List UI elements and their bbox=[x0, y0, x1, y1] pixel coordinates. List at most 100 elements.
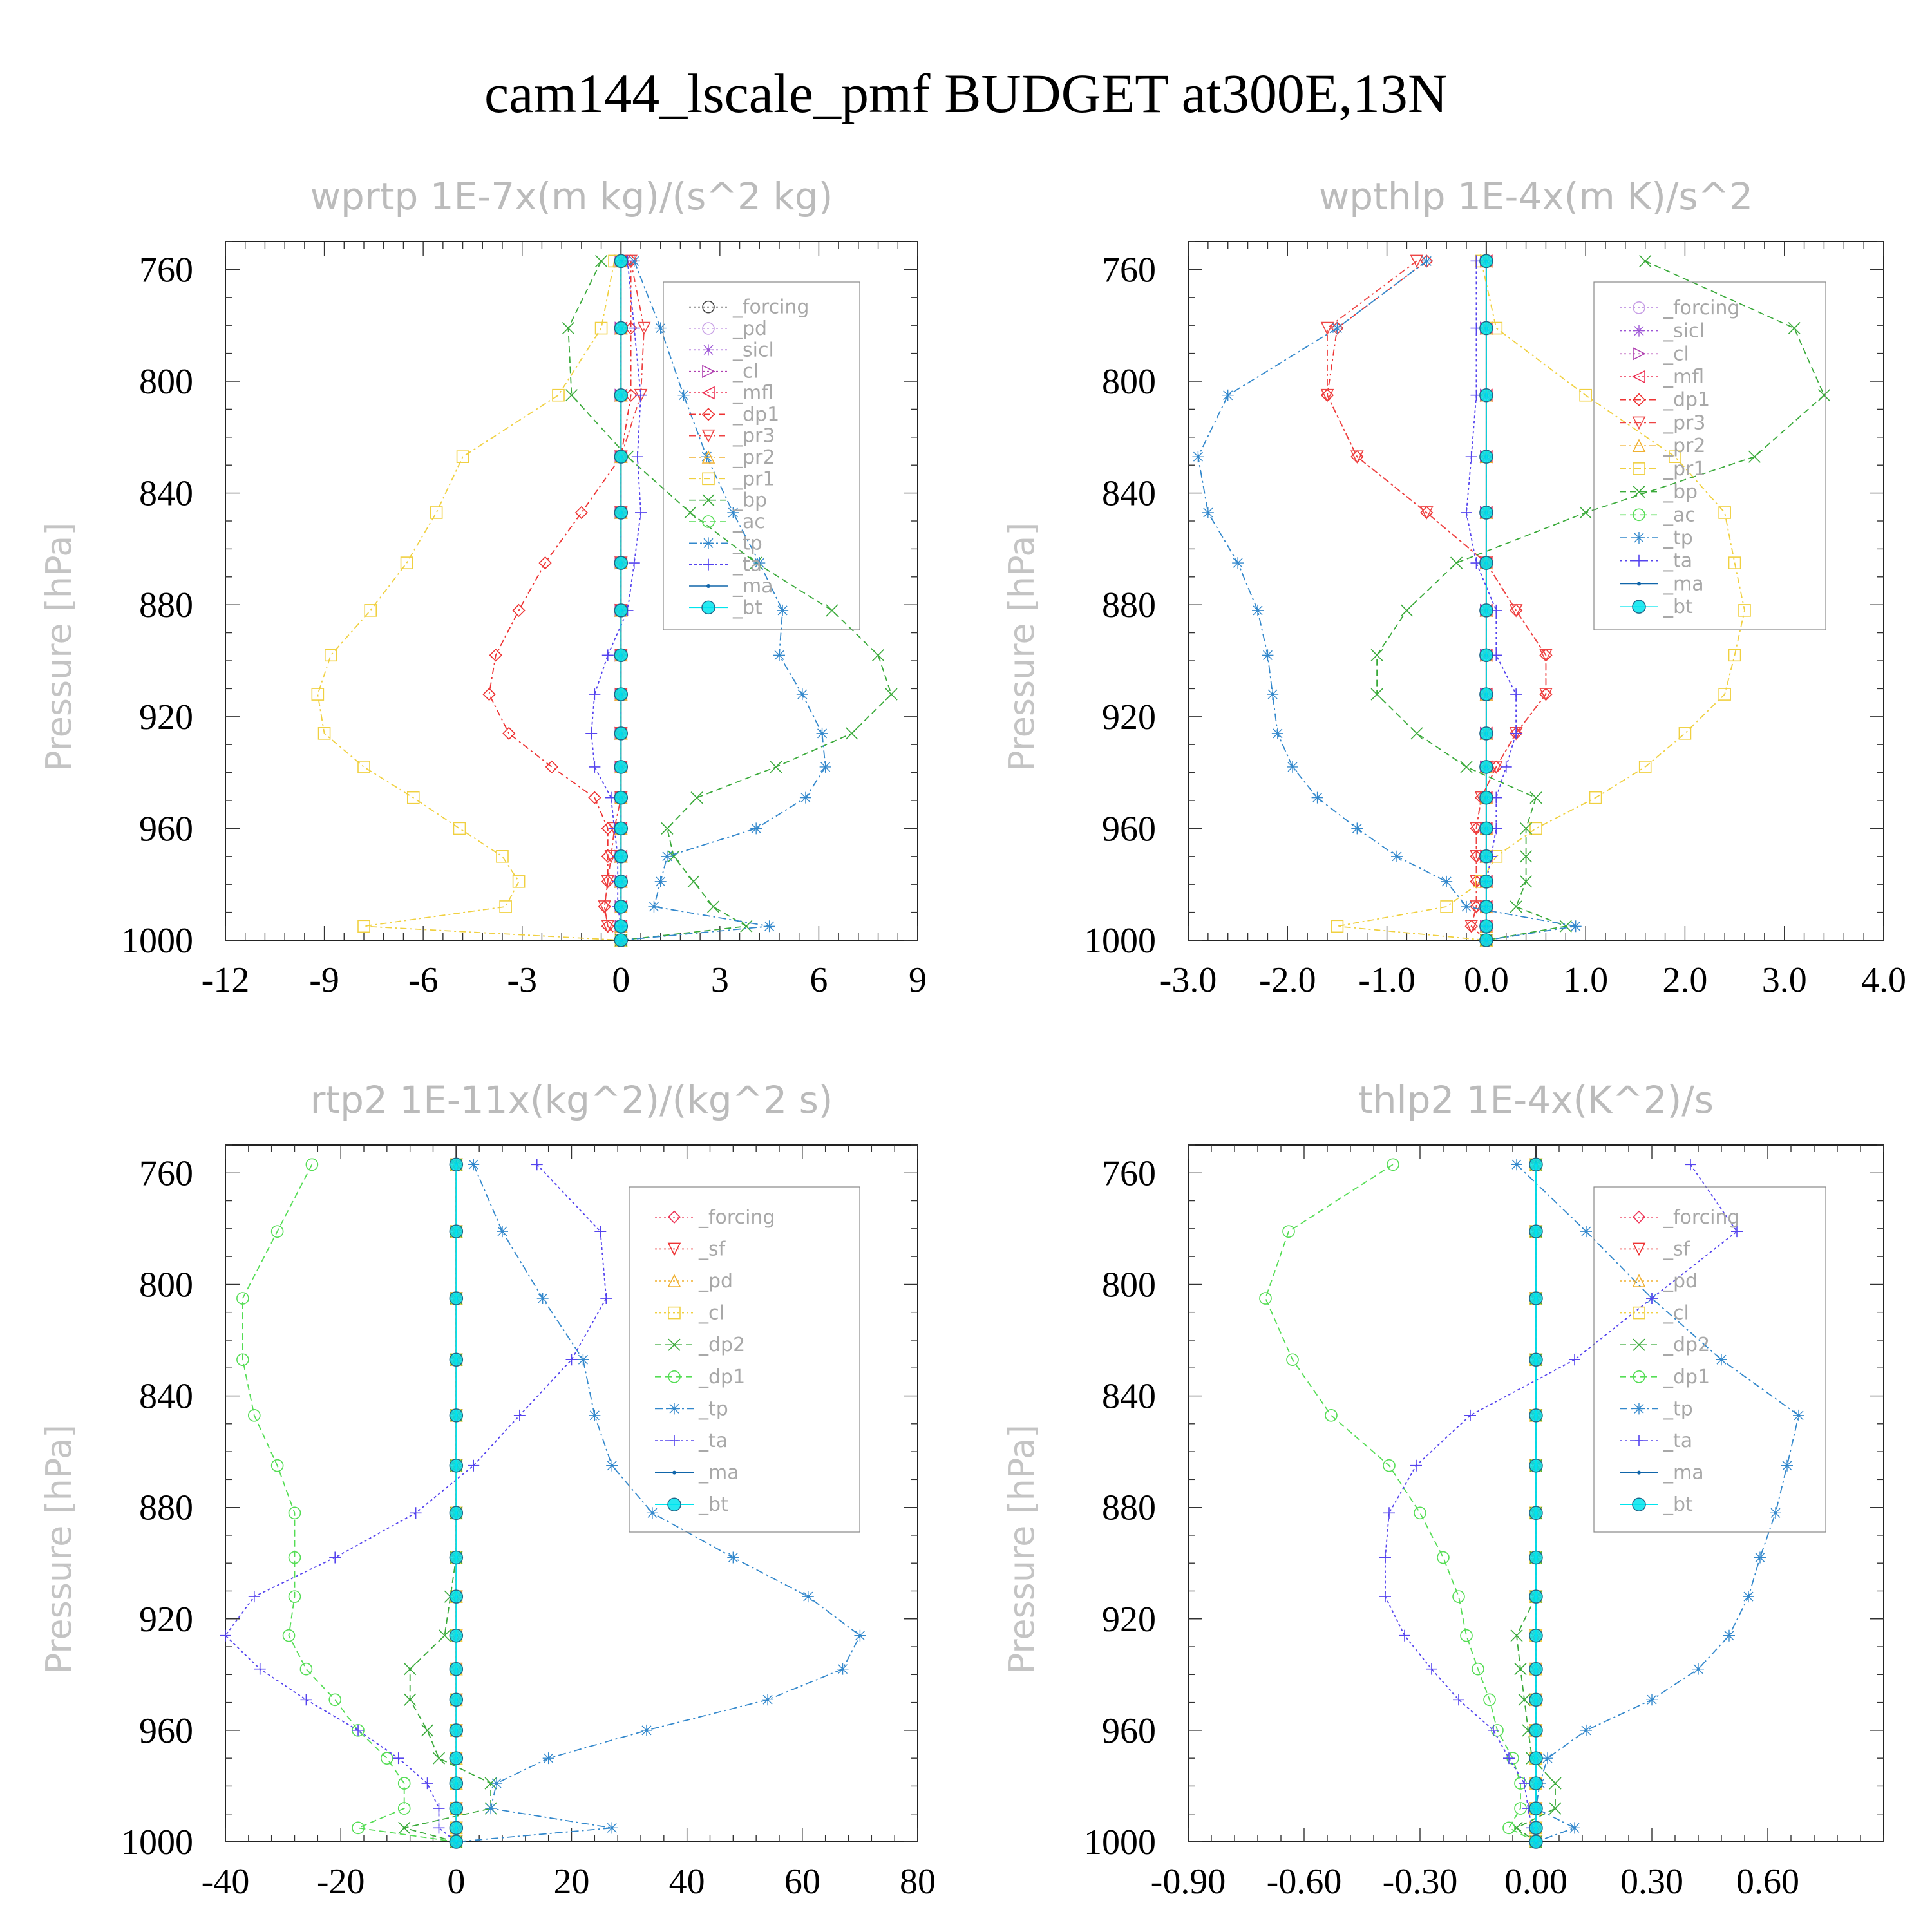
data-point bbox=[640, 1724, 652, 1736]
legend-label: _sicl bbox=[1663, 320, 1705, 343]
data-point bbox=[1479, 687, 1493, 701]
legend-marker bbox=[1633, 532, 1645, 544]
legend-label: _forcing bbox=[698, 1206, 775, 1229]
data-point bbox=[802, 1591, 814, 1603]
data-point bbox=[1542, 1752, 1553, 1765]
legend-label: _bp bbox=[732, 489, 767, 512]
data-point bbox=[1529, 1224, 1543, 1238]
data-point bbox=[1320, 321, 1334, 336]
data-point bbox=[595, 254, 608, 267]
legend-label: _ma bbox=[698, 1462, 739, 1484]
legend-marker bbox=[703, 344, 714, 356]
legend-marker bbox=[1637, 1470, 1641, 1475]
plot-frame bbox=[225, 241, 918, 941]
data-point bbox=[421, 1724, 434, 1737]
series-bt bbox=[1529, 1157, 1543, 1849]
data-point bbox=[1502, 1821, 1515, 1835]
data-point bbox=[456, 450, 469, 463]
data-point bbox=[1461, 506, 1472, 518]
data-point bbox=[247, 1409, 261, 1422]
series-line bbox=[567, 261, 893, 941]
data-point bbox=[687, 875, 700, 888]
x-tick-label: 4.0 bbox=[1861, 960, 1906, 1000]
data-point bbox=[1503, 1752, 1515, 1765]
data-point bbox=[614, 875, 629, 889]
series-ta bbox=[220, 1159, 612, 1848]
legend-marker bbox=[1633, 1435, 1645, 1446]
legend-label: _sicl bbox=[732, 339, 774, 361]
data-point bbox=[648, 900, 660, 913]
data-point bbox=[598, 900, 611, 914]
series-line bbox=[317, 261, 621, 941]
data-point bbox=[512, 875, 526, 888]
legend-marker bbox=[1633, 508, 1645, 522]
data-point bbox=[1723, 1629, 1735, 1642]
y-tick-label: 800 bbox=[139, 1265, 193, 1305]
data-point bbox=[432, 1752, 446, 1765]
data-point bbox=[1669, 450, 1681, 463]
y-axis-label: Pressure [hPa] bbox=[39, 1425, 79, 1674]
legend-label: _sf bbox=[1663, 1238, 1691, 1260]
data-point bbox=[1539, 688, 1553, 701]
legend-label: _cl bbox=[1663, 1302, 1689, 1325]
data-point bbox=[1282, 1225, 1295, 1238]
data-point bbox=[512, 603, 526, 618]
data-point bbox=[601, 649, 614, 661]
data-point bbox=[449, 1835, 464, 1849]
x-tick-label: 40 bbox=[669, 1862, 705, 1902]
data-point bbox=[1579, 388, 1592, 402]
data-point bbox=[661, 850, 673, 862]
data-point bbox=[574, 506, 588, 520]
data-point bbox=[542, 1752, 554, 1765]
data-point bbox=[1379, 1591, 1391, 1603]
data-point bbox=[1638, 761, 1652, 773]
legend-label: _pd bbox=[698, 1270, 733, 1293]
data-point bbox=[1479, 919, 1493, 934]
y-tick-label: 760 bbox=[139, 250, 193, 290]
legend-marker bbox=[702, 322, 715, 335]
data-point bbox=[449, 1589, 464, 1604]
series-ta bbox=[1461, 255, 1522, 946]
data-point bbox=[1479, 603, 1493, 618]
data-point bbox=[1286, 1353, 1299, 1367]
y-tick-label: 800 bbox=[139, 362, 193, 402]
data-point bbox=[449, 1550, 464, 1565]
data-point bbox=[545, 760, 558, 774]
data-point bbox=[1479, 506, 1493, 520]
data-point bbox=[1510, 688, 1522, 701]
data-point bbox=[438, 1629, 451, 1642]
data-point bbox=[1370, 649, 1383, 661]
data-point bbox=[1529, 1835, 1543, 1849]
data-point bbox=[740, 920, 753, 933]
legend: _forcing_pd_sicl_cl_mfl_dp1_pr3_pr2_pr1_… bbox=[663, 281, 860, 630]
data-point bbox=[1579, 506, 1592, 519]
legend-marker bbox=[667, 1242, 681, 1256]
legend-label: _pr2 bbox=[732, 446, 775, 469]
series-line bbox=[1327, 260, 1547, 941]
data-point bbox=[1500, 761, 1512, 773]
data-point bbox=[502, 726, 516, 740]
data-point bbox=[1519, 1777, 1530, 1790]
data-point bbox=[449, 1662, 464, 1676]
data-point bbox=[601, 822, 614, 835]
y-tick-label: 920 bbox=[1102, 1600, 1156, 1640]
data-point bbox=[1520, 822, 1533, 835]
legend-marker bbox=[1633, 301, 1645, 314]
data-point bbox=[1479, 254, 1493, 269]
data-point bbox=[1414, 1506, 1426, 1520]
data-point bbox=[449, 1408, 464, 1423]
legend-label: _pr1 bbox=[1663, 458, 1705, 480]
data-point bbox=[1518, 1693, 1531, 1706]
legend-label: _ac bbox=[1663, 504, 1696, 526]
data-point bbox=[1202, 506, 1214, 518]
legend-marker bbox=[1632, 1497, 1646, 1511]
x-tick-label: -40 bbox=[202, 1862, 250, 1902]
series-bt bbox=[449, 1157, 464, 1849]
legend-label: _cl bbox=[732, 361, 759, 383]
data-point bbox=[449, 1506, 464, 1520]
data-point bbox=[1728, 649, 1741, 662]
data-point bbox=[601, 875, 615, 889]
series-line bbox=[603, 261, 645, 941]
data-point bbox=[364, 604, 377, 617]
data-point bbox=[311, 688, 325, 701]
